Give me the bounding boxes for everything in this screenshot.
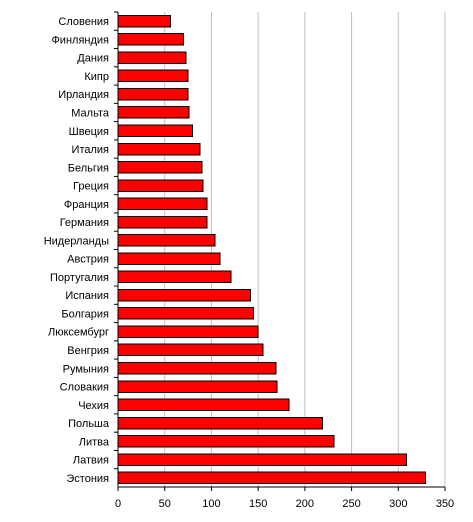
x-tick-label-300: 300	[389, 498, 407, 510]
bar-22	[117, 416, 324, 430]
bar-9	[117, 179, 204, 192]
bar-14	[117, 270, 232, 284]
category-label-23: Литва	[79, 436, 110, 448]
category-label-5: Мальта	[71, 107, 110, 119]
bar-21	[117, 398, 290, 412]
bar-1	[117, 33, 184, 46]
category-label-4: Ирландия	[58, 89, 109, 101]
category-label-17: Люксембург	[48, 327, 109, 339]
category-label-25: Эстония	[66, 473, 109, 485]
x-tick-label-50: 50	[159, 498, 171, 510]
category-label-21: Чехия	[78, 400, 109, 412]
category-label-10: Франция	[64, 199, 109, 211]
bar-24	[117, 453, 408, 466]
category-label-19: Румыния	[63, 363, 109, 375]
x-tick-label-0: 0	[115, 498, 121, 510]
category-label-14: Португалия	[50, 272, 109, 284]
bar-25	[117, 471, 426, 485]
category-label-24: Латвия	[73, 455, 109, 467]
bar-11	[117, 215, 208, 229]
x-tick-label-150: 150	[249, 498, 267, 510]
x-tick-label-250: 250	[342, 498, 360, 510]
x-tick-labels: 0 50 100 150 200 250 300 350	[115, 498, 454, 510]
bar-4	[117, 87, 189, 101]
bar-15	[117, 288, 252, 302]
bar-19	[117, 361, 277, 375]
bar-5	[117, 106, 190, 119]
category-label-3: Кипр	[84, 71, 109, 83]
category-label-18: Венгрия	[67, 345, 109, 357]
bar-7	[117, 142, 201, 156]
category-label-0: Словения	[58, 16, 109, 28]
bar-2	[117, 51, 187, 64]
category-label-8: Бельгия	[68, 162, 109, 174]
category-label-2: Дания	[77, 53, 109, 65]
bar-0	[117, 14, 171, 28]
category-label-9: Греция	[73, 181, 109, 193]
category-label-12: Нидерланды	[44, 235, 109, 247]
bar-12	[117, 234, 216, 247]
gridlines	[164, 12, 446, 487]
category-labels: Словения Финляндия Дания Кипр Ирландия Мальта…	[44, 16, 110, 485]
category-label-22: Польша	[68, 418, 110, 430]
axes	[114, 11, 446, 491]
category-label-13: Австрия	[67, 254, 109, 266]
bar-16	[117, 307, 254, 320]
category-label-6: Швеция	[69, 126, 109, 138]
bar-3	[117, 69, 189, 83]
category-label-20: Словакия	[60, 382, 109, 394]
x-tick-label-100: 100	[202, 498, 220, 510]
category-label-11: Германия	[60, 217, 109, 229]
category-label-15: Испания	[65, 290, 109, 302]
bar-17	[117, 325, 259, 338]
category-label-7: Италия	[72, 144, 110, 156]
bar-13	[117, 252, 221, 265]
x-tick-label-350: 350	[436, 498, 454, 510]
bars	[117, 14, 426, 485]
bar-6	[117, 124, 194, 138]
bar-10	[117, 197, 208, 211]
bar-18	[117, 343, 264, 357]
category-label-1: Финляндия	[51, 34, 109, 46]
bar-8	[117, 161, 203, 174]
bar-20	[117, 380, 278, 393]
x-tick-label-200: 200	[296, 498, 314, 510]
category-label-16: Болгария	[61, 308, 109, 320]
bar-23	[117, 435, 335, 448]
